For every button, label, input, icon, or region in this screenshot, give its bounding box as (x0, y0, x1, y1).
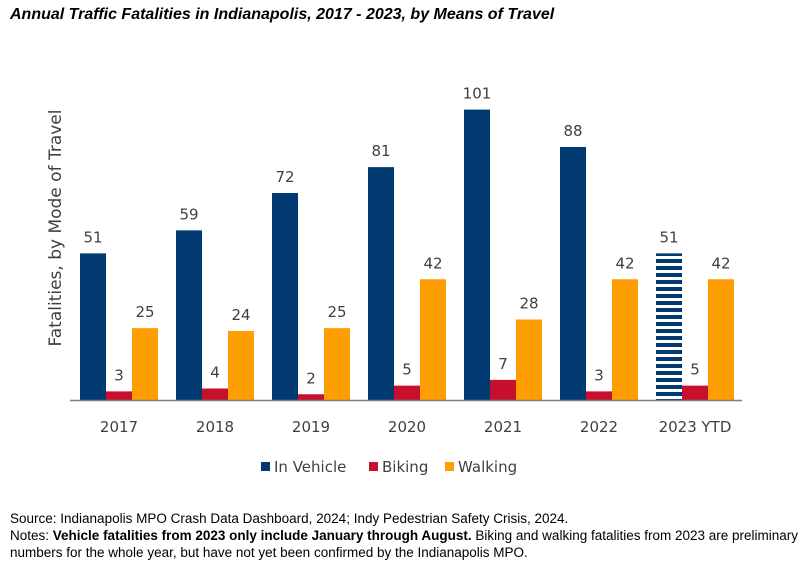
bar-in-vehicle-2021 (464, 109, 490, 400)
data-label-biking-2021: 7 (498, 355, 508, 373)
notes-rest: Biking and walking fatalities from 2023 … (10, 528, 799, 560)
data-label-biking-2023-ytd: 5 (690, 361, 700, 379)
data-label-walking-2020: 42 (423, 254, 442, 272)
data-label-walking-2022: 42 (615, 254, 634, 272)
legend-label-biking: Biking (382, 458, 428, 476)
data-label-in-vehicle-2020: 81 (371, 142, 390, 160)
x-tick-2023-ytd: 2023 YTD (659, 418, 732, 436)
data-label-in-vehicle-2022: 88 (563, 122, 582, 140)
legend-swatch-in-vehicle (261, 462, 270, 471)
bar-biking-2022 (586, 391, 612, 400)
data-label-biking-2020: 5 (402, 361, 412, 379)
data-label-walking-2023-ytd: 42 (711, 254, 730, 272)
notes-block: Source: Indianapolis MPO Crash Data Dash… (10, 510, 800, 561)
data-label-in-vehicle-2017: 51 (83, 228, 102, 246)
chart-title: Annual Traffic Fatalities in Indianapoli… (10, 6, 555, 23)
data-label-biking-2017: 3 (114, 366, 124, 384)
y-axis-label: Fatalities, by Mode of Travel (46, 110, 66, 347)
bar-walking-2022 (612, 279, 638, 400)
legend: In Vehicle Biking Walking (261, 458, 517, 476)
bar-walking-2020 (420, 279, 446, 400)
bar-walking-2023-ytd (708, 279, 734, 400)
x-tick-2021: 2021 (484, 418, 522, 436)
bar-walking-2018 (228, 331, 254, 400)
legend-swatch-walking (445, 462, 454, 471)
x-tick-2022: 2022 (580, 418, 618, 436)
data-labels-group: 51 3 25 59 4 24 72 2 25 81 5 42 101 7 28 88 3 42 51 5 42 (83, 85, 730, 388)
bars-group (80, 109, 734, 400)
bar-in-vehicle-2022 (560, 147, 586, 400)
bar-chart: Fatalities, by Mode of Travel 5132559424… (46, 85, 742, 476)
x-tick-2019: 2019 (292, 418, 330, 436)
bar-walking-2019 (324, 328, 350, 400)
bar-biking-2019 (298, 394, 324, 400)
x-tick-2018: 2018 (196, 418, 234, 436)
data-label-biking-2019: 2 (306, 369, 316, 387)
x-tick-2017: 2017 (100, 418, 138, 436)
source-note: Source: Indianapolis MPO Crash Data Dash… (10, 511, 569, 526)
bar-walking-2017 (132, 328, 158, 400)
x-tick-2020: 2020 (388, 418, 426, 436)
bar-biking-2017 (106, 391, 132, 400)
data-label-walking-2018: 24 (231, 306, 250, 324)
x-tick-labels-group: 2017 2018 2019 2020 2021 2022 2023 YTD (100, 418, 732, 436)
bar-biking-2018 (202, 388, 228, 400)
bar-in-vehicle-2018 (176, 230, 202, 400)
data-label-in-vehicle-2018: 59 (179, 205, 198, 223)
bar-biking-2020 (394, 385, 420, 400)
bar-biking-2021 (490, 379, 516, 400)
legend-swatch-biking (369, 462, 378, 471)
legend-label-walking: Walking (458, 458, 517, 476)
data-label-in-vehicle-2023-ytd: 51 (659, 228, 678, 246)
data-label-biking-2018: 4 (210, 364, 220, 382)
data-label-walking-2021: 28 (519, 295, 538, 313)
bar-in-vehicle-2017 (80, 253, 106, 400)
data-label-in-vehicle-2019: 72 (275, 168, 294, 186)
notes-bold: Vehicle fatalities from 2023 only includ… (52, 528, 472, 543)
bar-biking-2023-ytd (682, 385, 708, 400)
bar-walking-2021 (516, 319, 542, 400)
data-label-biking-2022: 3 (594, 366, 604, 384)
bar-in-vehicle-2023-ytd (656, 253, 682, 400)
data-label-walking-2017: 25 (135, 303, 154, 321)
data-label-in-vehicle-2021: 101 (463, 85, 492, 103)
bar-in-vehicle-2020 (368, 167, 394, 400)
notes-prefix: Notes: (10, 528, 53, 543)
notes-text: Notes: Vehicle fatalities from 2023 only… (10, 527, 800, 561)
data-label-walking-2019: 25 (327, 303, 346, 321)
bar-in-vehicle-2019 (272, 193, 298, 400)
legend-label-in-vehicle: In Vehicle (274, 458, 346, 476)
